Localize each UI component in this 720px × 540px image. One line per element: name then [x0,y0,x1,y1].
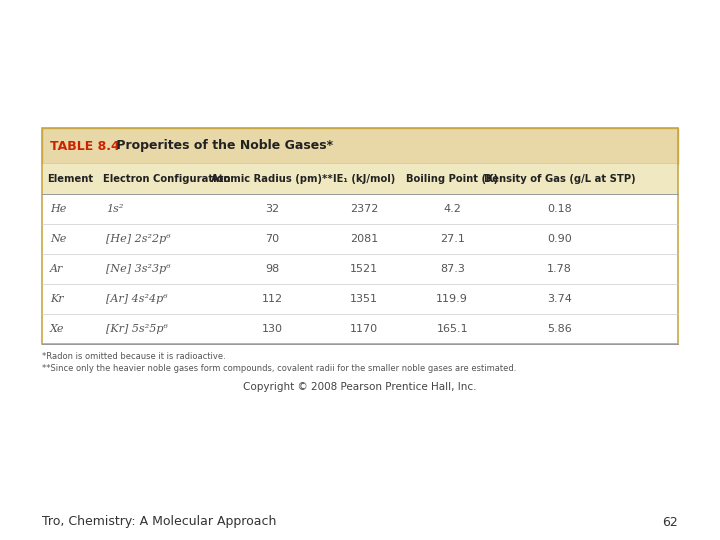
Text: 4.2: 4.2 [444,204,461,214]
Text: 1s²: 1s² [106,204,123,214]
Text: 0.90: 0.90 [547,234,572,244]
Text: [Ne] 3s²3p⁶: [Ne] 3s²3p⁶ [106,264,171,274]
Text: 119.9: 119.9 [436,294,468,304]
Text: *Radon is omitted because it is radioactive.: *Radon is omitted because it is radioact… [42,352,226,361]
FancyBboxPatch shape [42,128,678,164]
Text: Ne: Ne [50,234,66,244]
Text: Ar: Ar [50,264,63,274]
Text: 62: 62 [662,516,678,529]
Text: He: He [50,204,66,214]
Text: 70: 70 [265,234,279,244]
Text: [He] 2s²2p⁶: [He] 2s²2p⁶ [106,234,171,244]
Text: 2372: 2372 [350,204,378,214]
Text: Kr: Kr [50,294,63,304]
FancyBboxPatch shape [42,164,678,194]
Text: 2081: 2081 [350,234,378,244]
Text: [Ar] 4s²4p⁶: [Ar] 4s²4p⁶ [106,294,168,304]
Text: Element: Element [47,174,93,184]
Text: 165.1: 165.1 [436,324,468,334]
Text: 112: 112 [261,294,283,304]
Text: **Since only the heavier noble gases form compounds, covalent radii for the smal: **Since only the heavier noble gases for… [42,364,516,373]
Text: [Kr] 5s²5p⁶: [Kr] 5s²5p⁶ [106,324,168,334]
Text: 27.1: 27.1 [440,234,464,244]
Text: Copyright © 2008 Pearson Prentice Hall, Inc.: Copyright © 2008 Pearson Prentice Hall, … [243,382,477,392]
Text: 1170: 1170 [350,324,378,334]
Text: 98: 98 [265,264,279,274]
Text: Density of Gas (g/L at STP): Density of Gas (g/L at STP) [484,174,636,184]
Text: 1521: 1521 [350,264,378,274]
Text: Electron Configuration: Electron Configuration [103,174,230,184]
Text: 0.18: 0.18 [547,204,572,214]
Text: Atomic Radius (pm)**: Atomic Radius (pm)** [212,174,333,184]
Text: TABLE 8.4: TABLE 8.4 [50,139,120,152]
Text: 32: 32 [265,204,279,214]
Text: 5.86: 5.86 [547,324,572,334]
Text: 130: 130 [262,324,283,334]
Text: Tro, Chemistry: A Molecular Approach: Tro, Chemistry: A Molecular Approach [42,516,276,529]
Text: Properites of the Noble Gases*: Properites of the Noble Gases* [112,139,333,152]
Text: 1.78: 1.78 [547,264,572,274]
Text: 3.74: 3.74 [547,294,572,304]
Text: 1351: 1351 [350,294,378,304]
Text: IE₁ (kJ/mol): IE₁ (kJ/mol) [333,174,395,184]
Text: Boiling Point (K): Boiling Point (K) [406,174,498,184]
Text: 87.3: 87.3 [440,264,464,274]
Text: Xe: Xe [50,324,65,334]
